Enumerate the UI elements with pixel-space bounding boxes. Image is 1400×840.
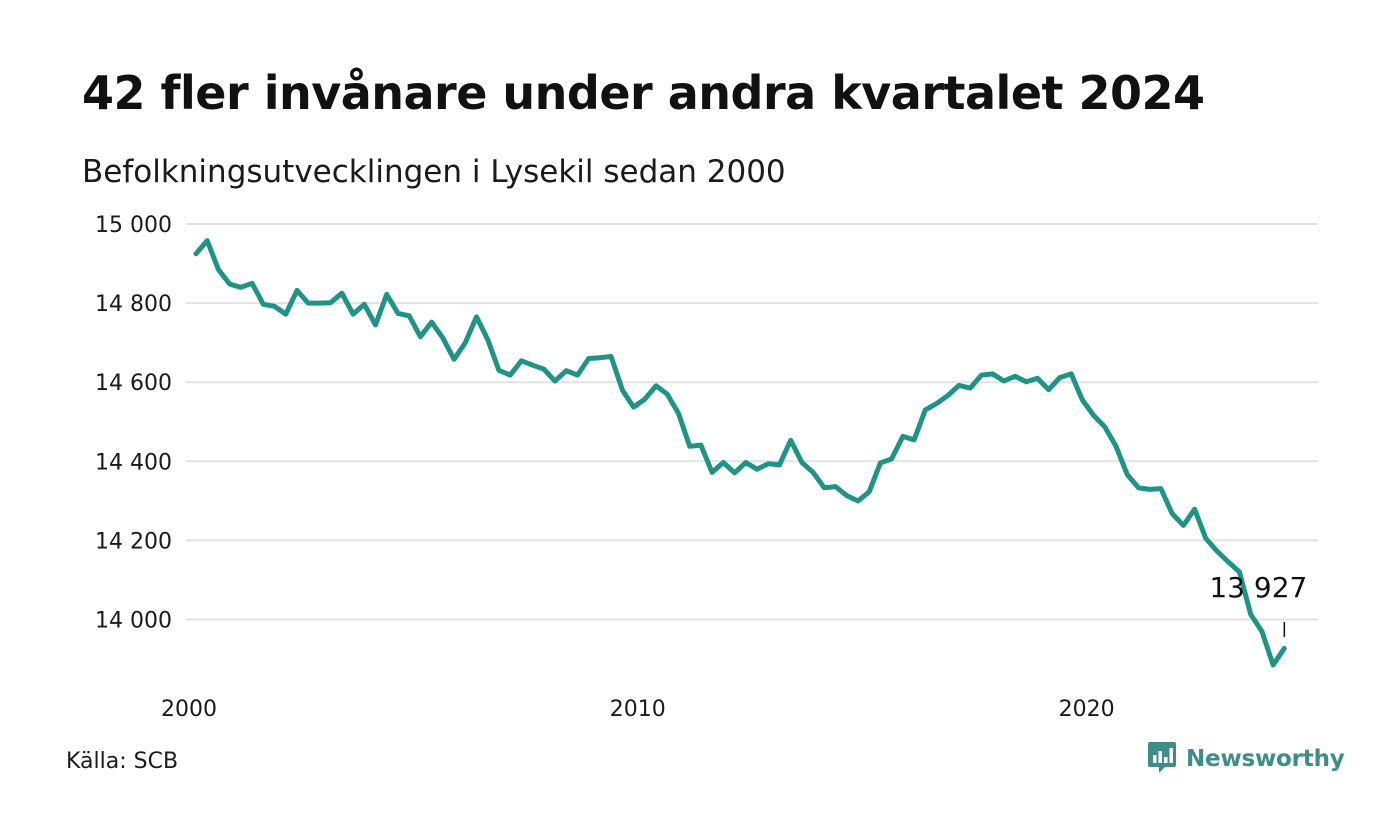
y-tick-label: 14 000 xyxy=(95,609,172,634)
x-tick-label: 2010 xyxy=(610,697,666,722)
y-tick-label: 14 400 xyxy=(95,450,172,475)
annotation-layer: 13 927 xyxy=(1209,571,1307,637)
y-tick-label: 14 200 xyxy=(95,529,172,554)
series-layer xyxy=(193,238,1287,668)
x-tick-label: 2020 xyxy=(1059,697,1115,722)
brand-logo: Newsworthy xyxy=(1147,740,1345,778)
newsworthy-logo-icon xyxy=(1147,740,1177,778)
y-tick-label: 14 800 xyxy=(95,292,172,317)
annotation-label: 13 927 xyxy=(1209,571,1307,604)
y-tick-label: 15 000 xyxy=(95,213,172,238)
source-label: Källa: SCB xyxy=(66,749,179,774)
y-tick-label: 14 600 xyxy=(95,371,172,396)
chart-title: 42 fler invånare under andra kvartalet 2… xyxy=(82,66,1205,120)
chart-subtitle: Befolkningsutvecklingen i Lysekil sedan … xyxy=(82,154,786,190)
series-line xyxy=(193,238,1287,668)
y-axis-ticks: 14 000 14 200 14 400 14 600 14 800 15 000 xyxy=(95,213,172,634)
x-tick-label: 2000 xyxy=(161,697,217,722)
brand-name: Newsworthy xyxy=(1186,746,1345,772)
x-axis-ticks: 2000 2010 2020 xyxy=(161,697,1115,722)
gridlines xyxy=(186,223,1318,621)
